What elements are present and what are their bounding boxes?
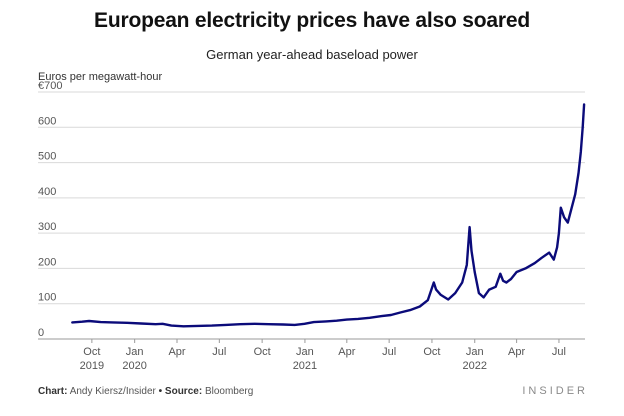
credit-source-prefix: Source: <box>164 386 203 397</box>
x-tick-year-label: 2022 <box>463 360 487 372</box>
y-tick-label: 200 <box>38 256 56 268</box>
y-tick-label: €700 <box>38 80 62 92</box>
credit-source: Bloomberg <box>204 386 254 397</box>
x-tick-label: Apr <box>338 346 355 358</box>
x-tick-label: Jul <box>212 346 226 358</box>
x-tick-label: Apr <box>168 346 185 358</box>
credit-bullet: • <box>158 386 163 397</box>
x-tick-year-label: 2020 <box>122 360 146 372</box>
x-tick-label: Jan <box>466 346 484 358</box>
x-tick-label: Oct <box>423 346 440 358</box>
brand-logo: INSIDER <box>522 385 588 397</box>
x-tick-label: Jan <box>296 346 314 358</box>
grid-lines <box>38 91 585 340</box>
x-tick-label: Jan <box>126 346 144 358</box>
y-tick-label: 600 <box>38 115 56 127</box>
x-tick-label: Jul <box>552 346 566 358</box>
y-axis-unit-label: Euros per megawatt-hour <box>38 71 163 83</box>
chart-credit: Chart: Andy Kiersz/Insider • Source: Blo… <box>38 386 253 397</box>
x-tick-label: Jul <box>382 346 396 358</box>
y-tick-label: 100 <box>38 292 56 304</box>
x-tick-year-label: 2019 <box>80 360 104 372</box>
chart-title: European electricity prices have also so… <box>94 9 530 32</box>
y-tick-label: 400 <box>38 186 56 198</box>
y-tick-label: 500 <box>38 151 56 163</box>
y-axis-ticks: €700 600 500 400 300 200 100 0 <box>38 80 62 339</box>
chart-subtitle: German year-ahead baseload power <box>206 47 418 62</box>
x-tick-year-label: 2021 <box>293 360 317 372</box>
price-series-line <box>71 103 586 328</box>
y-tick-label: 300 <box>38 221 56 233</box>
x-tick-label: Oct <box>83 346 100 358</box>
credit-chart-prefix: Chart: <box>38 386 68 397</box>
x-tick-label: Oct <box>254 346 271 358</box>
y-tick-label: 0 <box>38 327 44 339</box>
credit-author: Andy Kiersz/Insider <box>69 386 156 397</box>
x-axis-ticks: Oct 2019 Jan 2020 Apr Jul Oct Jan 2021 Apr Jul Oct J… <box>80 339 566 372</box>
series-layer <box>71 103 586 328</box>
x-tick-label: Apr <box>508 346 525 358</box>
